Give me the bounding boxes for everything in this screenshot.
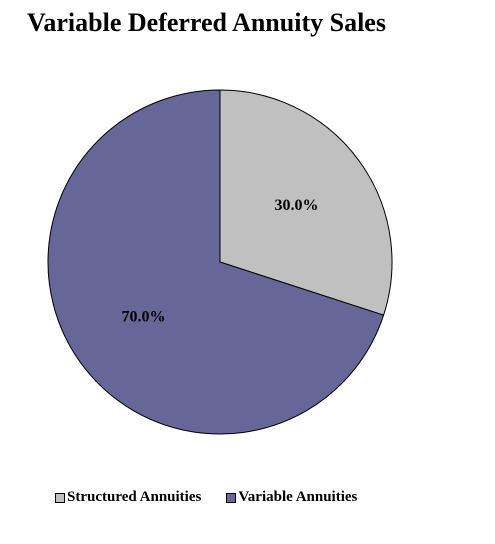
legend-swatch-structured-annuities bbox=[55, 492, 65, 503]
legend-label-variable-annuities: Variable Annuities bbox=[238, 489, 358, 505]
pie-slices bbox=[47, 89, 393, 435]
data-label-structured-annuities: 30.0% bbox=[275, 197, 319, 214]
legend: Structured Annuities Variable Annuities bbox=[55, 489, 382, 506]
chart-title: Variable Deferred Annuity Sales bbox=[27, 8, 386, 37]
legend-swatch-variable-annuities bbox=[226, 492, 237, 503]
pie-slice-structured-annuities bbox=[219, 89, 393, 316]
pie-slice-variable-annuities bbox=[47, 89, 385, 435]
legend-item-structured-annuities: Structured Annuities bbox=[55, 489, 201, 506]
data-label-variable-annuities: 70.0% bbox=[121, 308, 165, 325]
legend-label-structured-annuities: Structured Annuities bbox=[67, 489, 202, 505]
pie-data-labels: 30.0% 70.0% bbox=[121, 197, 318, 325]
legend-item-variable-annuities: Variable Annuities bbox=[226, 489, 357, 506]
